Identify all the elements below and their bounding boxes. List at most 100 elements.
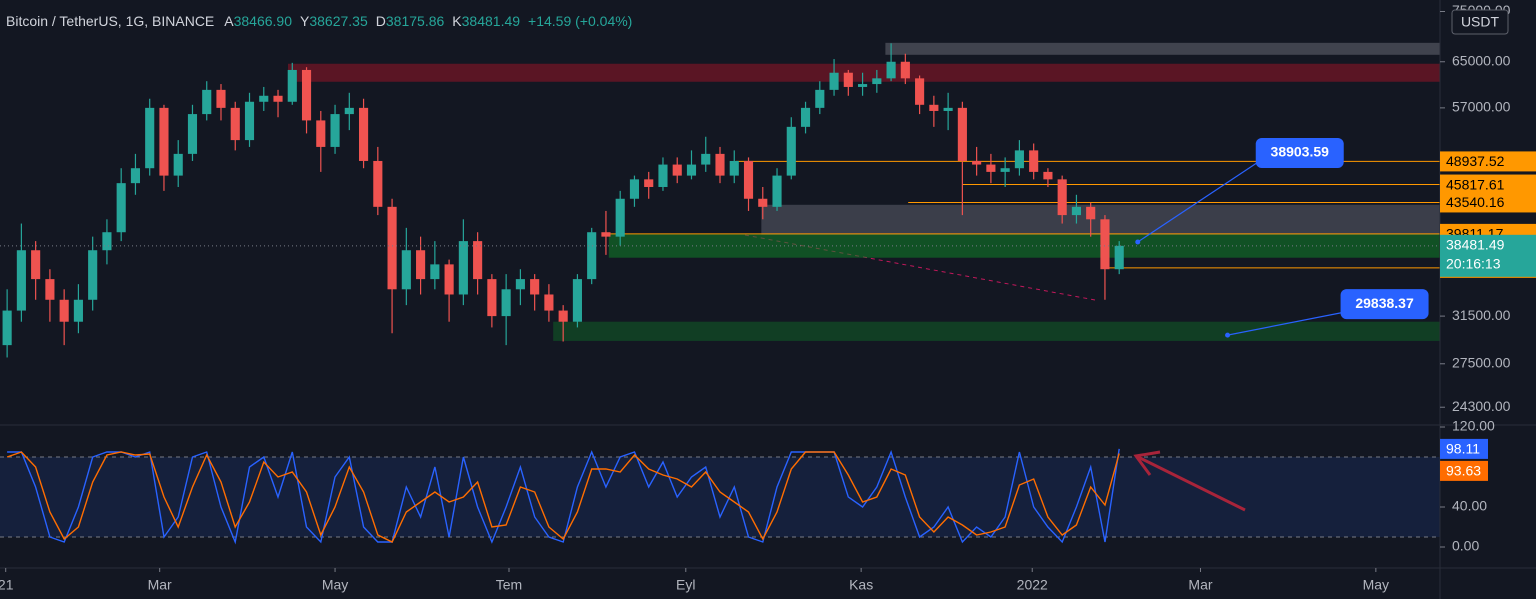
candle-body	[686, 164, 697, 176]
callout-anchor	[1225, 332, 1231, 338]
candle-body	[1000, 168, 1010, 172]
candle-body	[587, 232, 597, 280]
candle-body	[858, 84, 868, 87]
candle-body	[458, 241, 468, 295]
candle-body	[1086, 206, 1096, 220]
ohlc-value: 38175.86	[386, 13, 445, 29]
candle-body	[601, 232, 611, 237]
level-label: 45817.61	[1446, 176, 1505, 192]
zone	[885, 42, 1440, 55]
candle-body	[59, 299, 69, 322]
last-price-label: 38481.49	[1446, 237, 1505, 253]
candle-body	[2, 310, 12, 346]
header: Bitcoin / TetherUS, 1G, BINANCE A38466.90…	[6, 13, 632, 29]
callout-line	[1137, 160, 1261, 243]
candle-body	[430, 264, 440, 280]
y-tick-label: 65000.00	[1452, 52, 1511, 68]
candle-body	[1071, 206, 1081, 216]
zone	[288, 63, 1440, 82]
level-label-box	[1440, 192, 1536, 213]
candle-body	[743, 160, 754, 199]
candle-body	[843, 72, 853, 87]
candle-body	[359, 107, 369, 161]
candle-body	[701, 153, 711, 165]
last-value-box	[1440, 460, 1488, 481]
candle-body	[116, 183, 126, 233]
candle-body	[216, 89, 226, 108]
level-label: 48937.52	[1446, 153, 1505, 169]
last-price-box	[1440, 234, 1536, 277]
x-tick-label: Eyl	[676, 577, 695, 593]
candle-body	[287, 69, 297, 102]
x-tick-label: Mar	[148, 577, 172, 593]
ohlc-key: K	[452, 13, 462, 29]
candle-body	[501, 289, 511, 317]
x-tick-label: May	[1363, 577, 1389, 593]
candle-body	[558, 310, 568, 322]
candle-body	[1114, 245, 1124, 270]
candle-body	[473, 241, 483, 280]
candle-body	[444, 264, 454, 295]
candle-body	[629, 179, 640, 199]
oscillator-line	[6, 451, 1120, 543]
candle-body	[544, 294, 554, 311]
y-tick-label: 120.00	[1452, 418, 1495, 434]
candle-body	[401, 250, 411, 290]
currency-box	[1451, 9, 1509, 35]
y-tick-label: 24300.00	[1452, 398, 1511, 414]
candle-body	[416, 250, 426, 280]
candle-body	[273, 95, 283, 102]
candle-body	[929, 104, 939, 111]
candle-body	[715, 153, 725, 176]
last-value-label: 93.63	[1446, 463, 1481, 479]
oscillator-line	[7, 448, 1120, 545]
arrow-head	[1133, 450, 1161, 476]
candle-body	[31, 250, 41, 280]
candle-body	[915, 78, 925, 105]
x-tick-label: Mar	[1188, 577, 1212, 593]
callout-line	[1227, 311, 1345, 336]
countdown: 20:16:13	[1446, 256, 1501, 272]
candle-body	[244, 101, 255, 141]
candle-body	[972, 160, 982, 165]
y-tick-label: 40.00	[1452, 498, 1487, 514]
candle-body	[772, 175, 782, 207]
candle-body	[316, 120, 326, 147]
candle-body	[187, 114, 198, 154]
callout-box	[1340, 289, 1429, 320]
x-tick-label: May	[322, 577, 348, 593]
candle-body	[202, 89, 212, 115]
ohlc-key: A	[224, 13, 234, 29]
candle-body	[45, 279, 55, 300]
candle-body	[644, 179, 654, 187]
candle-body	[615, 198, 625, 237]
candle-body	[900, 61, 910, 79]
candle-body	[515, 279, 525, 290]
callout-label: 38903.59	[1271, 144, 1330, 160]
y-tick-label: 27500.00	[1452, 354, 1511, 370]
ohlc-value: 38481.49	[462, 13, 521, 29]
ohlc-value: 38627.35	[309, 13, 368, 29]
x-tick-label: 2022	[1017, 577, 1048, 593]
candle-body	[572, 279, 582, 322]
candle-body	[886, 61, 896, 79]
candle-body	[130, 168, 141, 184]
marks	[0, 42, 1440, 545]
candle-body	[1043, 171, 1053, 180]
x-tick-label: Kas	[849, 577, 873, 593]
ohlc-key: Y	[300, 13, 310, 29]
ohlc-key: D	[376, 13, 386, 29]
candle-body	[800, 107, 811, 127]
candle-body	[88, 250, 98, 300]
arrow	[1137, 455, 1246, 512]
callout-label: 29838.37	[1355, 295, 1414, 311]
callout-anchor	[1135, 239, 1141, 245]
candle-body	[1014, 150, 1024, 169]
last-value-label: 98.11	[1446, 441, 1480, 457]
candle-body	[986, 164, 996, 172]
candle-body	[16, 250, 26, 311]
ohlc-change: +14.59 (+0.04%)	[528, 13, 632, 29]
x-tick-label: 21	[0, 577, 14, 593]
